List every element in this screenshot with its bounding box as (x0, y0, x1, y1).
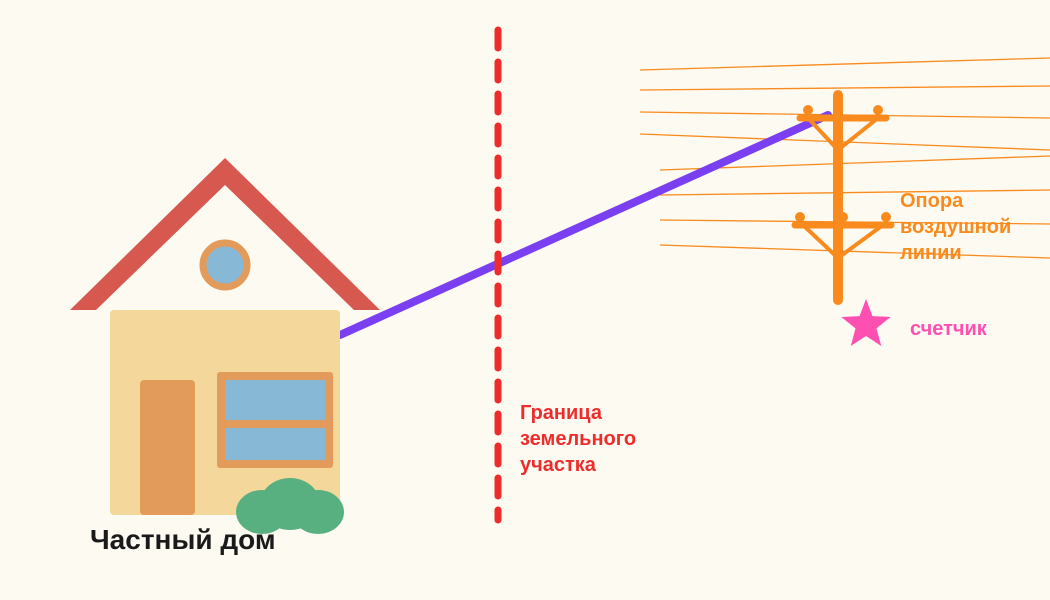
meter-label: счетчик (910, 318, 987, 340)
house-label: Частный дом (90, 525, 276, 556)
pole-label: Опора воздушной линии (900, 188, 1011, 266)
boundary-label: Граница земельного участка (520, 400, 636, 478)
diagram-canvas (0, 0, 1050, 600)
